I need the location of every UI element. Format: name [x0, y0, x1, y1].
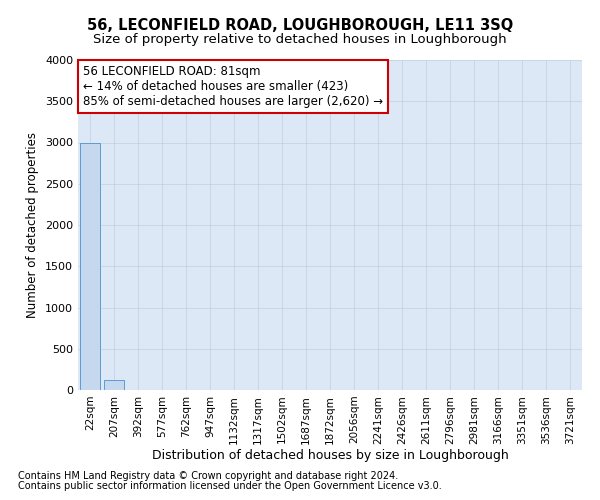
- Text: 56, LECONFIELD ROAD, LOUGHBOROUGH, LE11 3SQ: 56, LECONFIELD ROAD, LOUGHBOROUGH, LE11 …: [87, 18, 513, 32]
- Text: Contains HM Land Registry data © Crown copyright and database right 2024.: Contains HM Land Registry data © Crown c…: [18, 471, 398, 481]
- Text: Size of property relative to detached houses in Loughborough: Size of property relative to detached ho…: [93, 32, 507, 46]
- X-axis label: Distribution of detached houses by size in Loughborough: Distribution of detached houses by size …: [152, 449, 508, 462]
- Y-axis label: Number of detached properties: Number of detached properties: [26, 132, 40, 318]
- Bar: [104, 380, 124, 390]
- Bar: [80, 142, 100, 390]
- Text: Contains public sector information licensed under the Open Government Licence v3: Contains public sector information licen…: [18, 481, 442, 491]
- Text: 56 LECONFIELD ROAD: 81sqm
← 14% of detached houses are smaller (423)
85% of semi: 56 LECONFIELD ROAD: 81sqm ← 14% of detac…: [83, 65, 383, 108]
